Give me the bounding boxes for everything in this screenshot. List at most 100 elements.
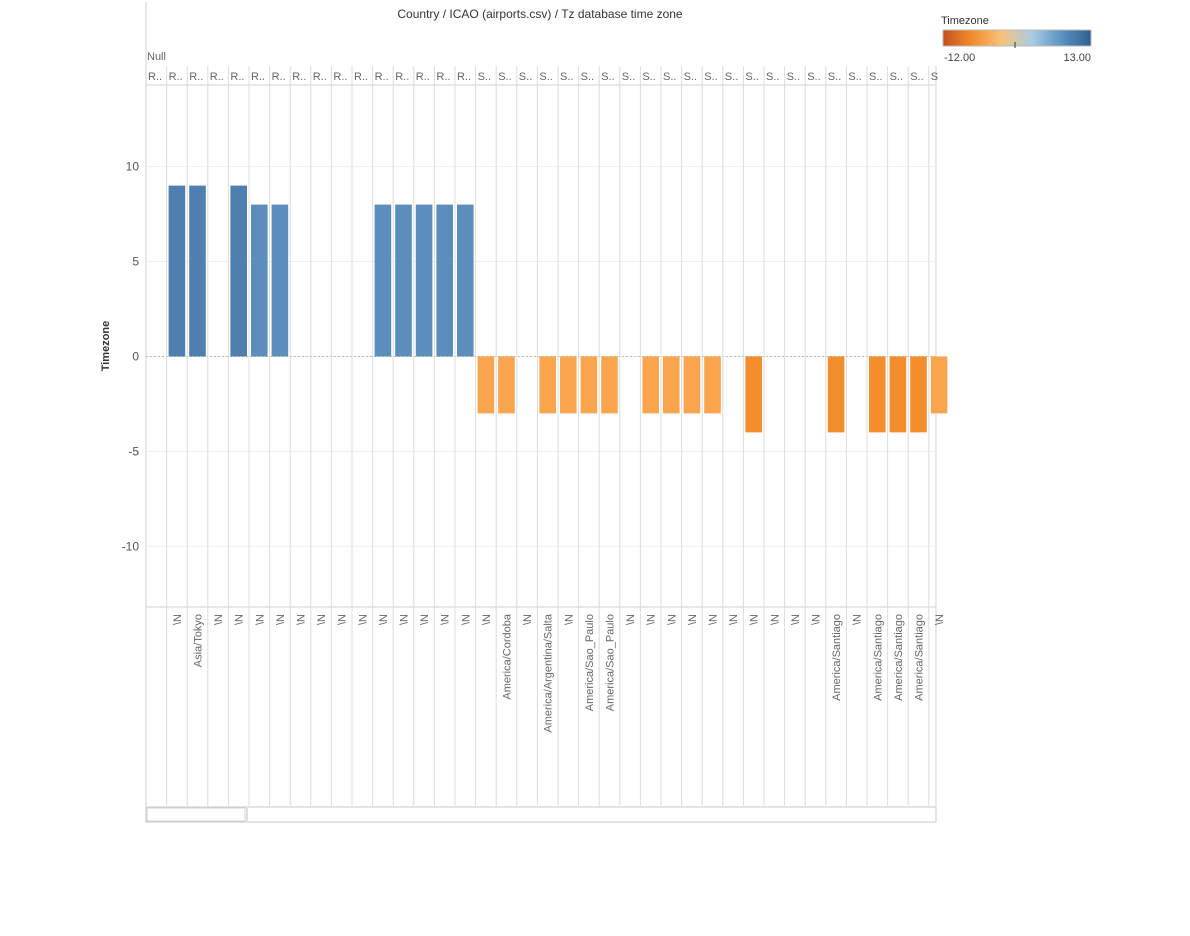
top-header-null: Null (147, 51, 166, 63)
tz-label: \N (522, 614, 534, 625)
timezone-bar[interactable] (683, 356, 701, 414)
column-header-label: S.. (642, 71, 655, 83)
tz-label: America/Argentina/Salta (543, 613, 555, 732)
tz-label: \N (687, 614, 699, 625)
timezone-bar[interactable] (395, 204, 412, 357)
tz-label: America/Santiago (872, 614, 884, 701)
color-legend: Timezone -12.00 13.00 (941, 15, 1092, 64)
tz-label: America/Sao_Paulo (584, 614, 596, 711)
tz-label: America/Sao_Paulo (605, 614, 617, 711)
timezone-bar[interactable] (745, 356, 762, 433)
tz-label: \N (790, 614, 802, 625)
column-header-label: R.. (457, 71, 471, 83)
timezone-bar[interactable] (539, 356, 556, 414)
column-header-label: S.. (704, 71, 717, 83)
column-header-label: R.. (354, 71, 368, 83)
tz-label: \N (254, 614, 266, 625)
timezone-bar[interactable] (477, 356, 495, 414)
column-header-label: R.. (189, 71, 203, 83)
timezone-bar[interactable] (663, 356, 680, 414)
tz-label: \N (234, 614, 246, 625)
timezone-bar[interactable] (168, 185, 186, 357)
tz-label: \N (172, 614, 184, 625)
y-tick-label: -10 (122, 539, 140, 553)
column-header-label: R.. (375, 71, 389, 83)
column-header-label: R.. (333, 71, 347, 83)
tz-label: \N (708, 614, 720, 625)
column-header-label: R.. (395, 71, 409, 83)
tz-label: Asia/Tokyo (193, 614, 205, 667)
column-header-label: R.. (272, 71, 286, 83)
tz-label: \N (728, 614, 740, 625)
column-header-label: S.. (684, 71, 697, 83)
timezone-bar[interactable] (230, 185, 247, 357)
column-header-label: R.. (313, 71, 327, 83)
column-header-label: R.. (436, 71, 450, 83)
tz-label: \N (357, 614, 369, 625)
legend-title: Timezone (941, 15, 989, 27)
tz-label: \N (563, 614, 575, 625)
y-axis-label: Timezone (100, 321, 112, 372)
tz-label: \N (811, 614, 823, 625)
tz-label: America/Cordoba (502, 613, 514, 699)
chart-title: Country / ICAO (airports.csv) / Tz datab… (397, 7, 683, 21)
timezone-bar[interactable] (374, 204, 392, 357)
column-header-label: R.. (148, 71, 162, 83)
y-tick-label: 0 (132, 349, 139, 363)
timezone-bar[interactable] (560, 356, 577, 414)
tz-label: \N (316, 614, 328, 625)
column-header-label: S.. (828, 71, 841, 83)
column-header-label: S.. (869, 71, 882, 83)
column-header-label: R.. (169, 71, 183, 83)
timezone-bar[interactable] (889, 356, 907, 433)
timezone-bar[interactable] (910, 356, 927, 433)
column-header-label: S.. (807, 71, 820, 83)
horizontal-scrollbar-track[interactable] (145, 806, 937, 823)
tz-label: \N (646, 614, 658, 625)
timezone-bar[interactable] (930, 356, 948, 414)
tz-label: \N (213, 614, 225, 625)
timezone-bar[interactable] (498, 356, 515, 414)
y-tick-label: 10 (126, 160, 140, 174)
timezone-bar[interactable] (580, 356, 598, 414)
timezone-bar[interactable] (189, 185, 206, 357)
tz-label: \N (666, 614, 678, 625)
timezone-bar[interactable] (436, 204, 453, 357)
timezone-bar[interactable] (415, 204, 433, 357)
column-header-label: S.. (478, 71, 491, 83)
timezone-bar[interactable] (601, 356, 618, 414)
tz-label: \N (852, 614, 864, 625)
tz-label: \N (399, 614, 411, 625)
column-header-label: S.. (539, 71, 552, 83)
tz-label: America/Santiago (914, 614, 926, 701)
tz-label: \N (749, 614, 761, 625)
column-header-label: R.. (230, 71, 244, 83)
column-header-label: S (931, 71, 938, 83)
timezone-bar[interactable] (457, 204, 474, 357)
tz-label: \N (296, 614, 308, 625)
column-header-label: R.. (416, 71, 430, 83)
timezone-bar[interactable] (271, 204, 289, 357)
timezone-bar[interactable] (704, 356, 721, 414)
tz-label: \N (337, 614, 349, 625)
horizontal-scrollbar-thumb[interactable] (146, 807, 246, 822)
column-header-label: S.. (601, 71, 614, 83)
legend-color-ramp (942, 29, 1092, 47)
timezone-bar[interactable] (251, 204, 268, 357)
y-tick-label: -5 (128, 444, 139, 458)
timezone-bar[interactable] (827, 356, 845, 433)
column-header-label: R.. (210, 71, 224, 83)
plot-area: 10 5 0 -5 -10 R.. R.. \N R.. Asia/Tokyo R.. \N R.. \N… (122, 2, 948, 806)
timezone-bar[interactable] (642, 356, 659, 414)
tz-label: \N (625, 614, 637, 625)
timezone-bar[interactable] (869, 356, 886, 433)
column-header-label: S.. (663, 71, 676, 83)
column-header-label: S.. (519, 71, 532, 83)
tz-label: America/Santiago (831, 614, 843, 701)
column-header-label: S.. (622, 71, 635, 83)
column-header-label: R.. (292, 71, 306, 83)
tz-label: \N (481, 614, 493, 625)
column-header-label: R.. (251, 71, 265, 83)
tz-label: \N (934, 614, 946, 625)
